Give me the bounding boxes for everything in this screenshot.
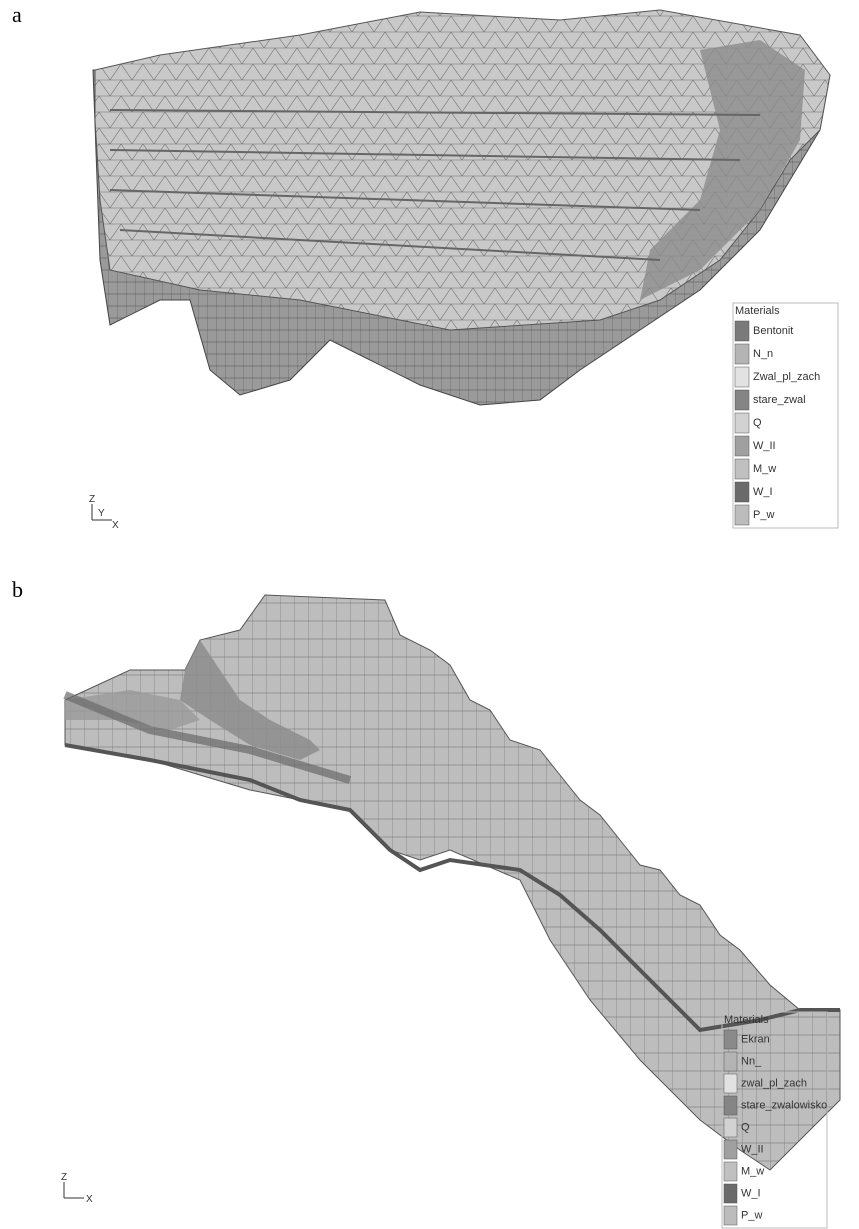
- axis-label: Z: [61, 1172, 67, 1183]
- mesh-a: [93, 10, 830, 405]
- legend-label: P_w: [741, 1209, 762, 1221]
- legend-swatch: [724, 1140, 737, 1159]
- legend-label: zwal_pl_zach: [741, 1077, 807, 1089]
- legend-swatch: [724, 1052, 737, 1071]
- legend-label: M_w: [753, 463, 776, 475]
- legend-swatch: [724, 1096, 737, 1115]
- legend-swatch: [735, 390, 749, 410]
- legend-swatch: [735, 367, 749, 387]
- legend-swatch: [724, 1206, 737, 1225]
- legend-swatch: [735, 482, 749, 502]
- legend-swatch: [724, 1030, 737, 1049]
- legend-swatch: [724, 1184, 737, 1203]
- legend-label: Q: [753, 417, 762, 429]
- legend-label: Bentonit: [753, 325, 793, 337]
- legend-label: P_w: [753, 509, 774, 521]
- legend-label: W_I: [741, 1187, 761, 1199]
- legend-title: Materials: [724, 1014, 769, 1026]
- legend-swatch: [735, 321, 749, 341]
- axis-label: Z: [89, 494, 95, 505]
- legend-swatch: [735, 436, 749, 456]
- legend-label: stare_zwalowisko: [741, 1099, 827, 1111]
- legend-swatch: [724, 1074, 737, 1093]
- legend-title: Materials: [735, 305, 780, 317]
- legend-swatch: [735, 344, 749, 364]
- axis-label: Y: [98, 508, 105, 519]
- legend-swatch: [735, 459, 749, 479]
- legend-label: Ekran: [741, 1033, 770, 1045]
- legend-label: Nn_: [741, 1055, 762, 1067]
- legend-label: Q: [741, 1121, 750, 1133]
- panel-label: a: [12, 2, 22, 27]
- legend-label: stare_zwal: [753, 394, 806, 406]
- legend-label: Zwal_pl_zach: [753, 371, 820, 383]
- legend-swatch: [735, 413, 749, 433]
- legend-swatch: [724, 1162, 737, 1181]
- axis-label: X: [112, 520, 119, 531]
- figure: a Materials Bentonit N_n Zwal_pl_zach stare_z…: [0, 0, 859, 1229]
- legend-label: W_II: [741, 1143, 764, 1155]
- axis-label: X: [86, 1194, 93, 1205]
- legend-label: N_n: [753, 348, 773, 360]
- legend-label: W_I: [753, 486, 773, 498]
- legend-label: W_II: [753, 440, 776, 452]
- legend-swatch: [724, 1118, 737, 1137]
- legend-swatch: [735, 505, 749, 525]
- legend-label: M_w: [741, 1165, 764, 1177]
- panel-label: b: [12, 577, 23, 602]
